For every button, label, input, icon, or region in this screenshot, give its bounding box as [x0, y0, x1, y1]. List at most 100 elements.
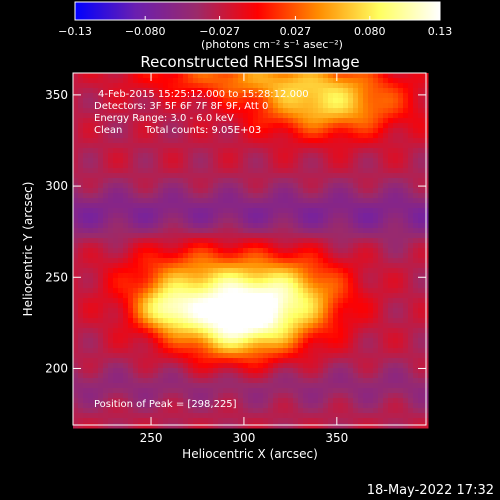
heatmap-cell — [408, 98, 414, 104]
heatmap-cell — [318, 398, 324, 404]
heatmap-cell — [218, 328, 224, 334]
heatmap-cell — [333, 218, 339, 224]
heatmap-cell — [413, 208, 419, 214]
heatmap-cell — [73, 88, 79, 94]
heatmap-cell — [288, 168, 294, 174]
heatmap-cell — [103, 243, 109, 249]
heatmap-cell — [138, 228, 144, 234]
heatmap-cell — [373, 373, 379, 379]
heatmap-cell — [118, 143, 124, 149]
heatmap-cell — [208, 243, 214, 249]
heatmap-cell — [183, 243, 189, 249]
heatmap-cell — [248, 398, 254, 404]
heatmap-cell — [143, 138, 149, 144]
heatmap-cell — [273, 343, 279, 349]
heatmap-cell — [118, 168, 124, 174]
heatmap-cell — [168, 298, 174, 304]
heatmap-cell — [228, 83, 234, 89]
heatmap-cell — [418, 263, 424, 269]
heatmap-cell — [338, 393, 344, 399]
heatmap-cell — [313, 348, 319, 354]
heatmap-cell — [378, 318, 384, 324]
heatmap-cell — [408, 258, 414, 264]
heatmap-cell — [268, 283, 274, 289]
heatmap-cell — [138, 73, 144, 79]
heatmap-cell — [318, 113, 324, 119]
heatmap-cell — [93, 333, 99, 339]
heatmap-cell — [88, 78, 94, 84]
heatmap-cell — [253, 258, 259, 264]
heatmap-cell — [328, 263, 334, 269]
heatmap-cell — [388, 328, 394, 334]
heatmap-cell — [278, 73, 284, 79]
heatmap-cell — [238, 408, 244, 414]
heatmap-cell — [303, 198, 309, 204]
heatmap-cell — [343, 388, 349, 394]
heatmap-cell — [88, 128, 94, 134]
heatmap-cell — [383, 138, 389, 144]
heatmap-cell — [318, 418, 324, 424]
heatmap-cell — [178, 148, 184, 154]
heatmap-cell — [178, 413, 184, 419]
heatmap-cell — [303, 393, 309, 399]
heatmap-cell — [328, 358, 334, 364]
heatmap-cell — [388, 73, 394, 79]
heatmap-cell — [308, 308, 314, 314]
heatmap-cell — [378, 83, 384, 89]
heatmap-cell — [248, 178, 254, 184]
heatmap-cell — [418, 173, 424, 179]
heatmap-cell — [413, 188, 419, 194]
heatmap-cell — [298, 368, 304, 374]
heatmap-cell — [363, 393, 369, 399]
heatmap-cell — [178, 373, 184, 379]
heatmap-cell — [98, 403, 104, 409]
heatmap-cell — [353, 118, 359, 124]
heatmap-cell — [143, 318, 149, 324]
heatmap-cell — [333, 243, 339, 249]
heatmap-cell — [313, 413, 319, 419]
heatmap-cell — [178, 323, 184, 329]
heatmap-cell — [123, 373, 129, 379]
heatmap-cell — [193, 128, 199, 134]
heatmap-cell — [168, 128, 174, 134]
heatmap-cell — [343, 253, 349, 259]
heatmap-cell — [103, 363, 109, 369]
heatmap-cell — [203, 233, 209, 239]
heatmap-cell — [148, 263, 154, 269]
heatmap-cell — [123, 368, 129, 374]
heatmap-cell — [218, 183, 224, 189]
heatmap-cell — [373, 98, 379, 104]
heatmap-cell — [123, 363, 129, 369]
heatmap-cell — [403, 158, 409, 164]
heatmap-cell — [208, 153, 214, 159]
heatmap-cell — [188, 338, 194, 344]
heatmap-cell — [198, 308, 204, 314]
heatmap-cell — [98, 223, 104, 229]
heatmap-cell — [178, 158, 184, 164]
heatmap-cell — [338, 363, 344, 369]
heatmap-cell — [193, 143, 199, 149]
heatmap-cell — [188, 378, 194, 384]
heatmap-cell — [143, 278, 149, 284]
heatmap-cell — [173, 338, 179, 344]
heatmap-cell — [223, 128, 229, 134]
heatmap-cell — [418, 308, 424, 314]
heatmap-cell — [213, 393, 219, 399]
heatmap-cell — [133, 303, 139, 309]
heatmap-cell — [333, 313, 339, 319]
heatmap-cell — [403, 308, 409, 314]
heatmap-cell — [368, 343, 374, 349]
heatmap-cell — [153, 148, 159, 154]
heatmap-cell — [88, 198, 94, 204]
heatmap-cell — [258, 378, 264, 384]
heatmap-cell — [303, 323, 309, 329]
heatmap-cell — [278, 403, 284, 409]
heatmap-cell — [283, 353, 289, 359]
heatmap-cell — [403, 258, 409, 264]
heatmap-cell — [403, 273, 409, 279]
heatmap-cell — [173, 193, 179, 199]
heatmap-cell — [208, 123, 214, 129]
heatmap-cell — [78, 313, 84, 319]
heatmap-cell — [83, 338, 89, 344]
heatmap-cell — [168, 283, 174, 289]
